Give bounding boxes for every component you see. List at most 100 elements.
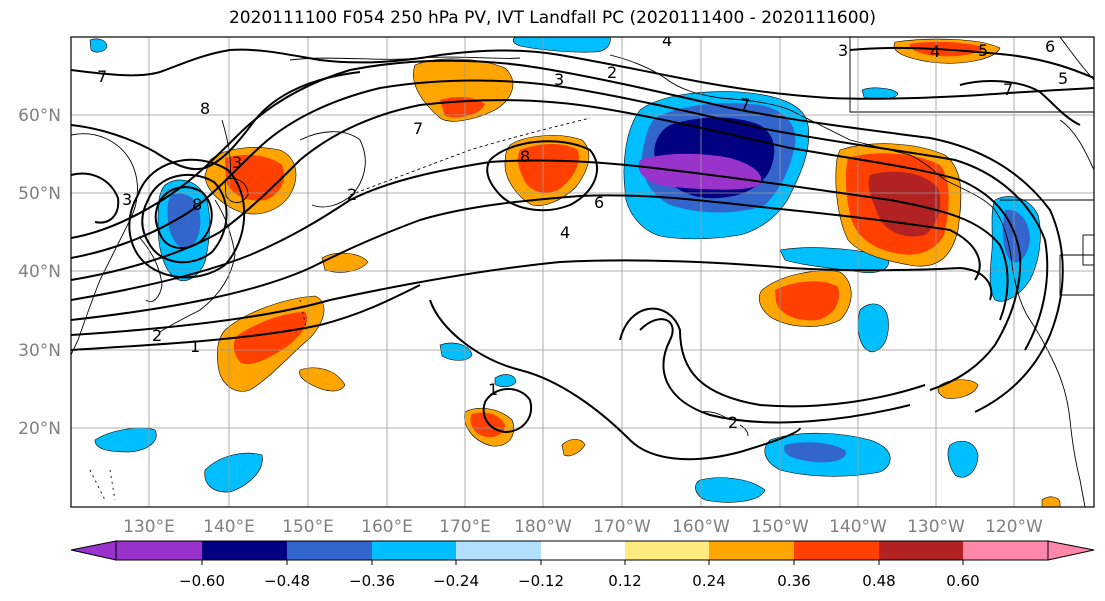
colorbar-tick-label: −0.48 xyxy=(264,572,310,590)
colorbar-swatch xyxy=(625,541,709,560)
colorbar-tick-label: 0.48 xyxy=(862,572,895,590)
pv-contour-subtropical-ring xyxy=(482,388,533,434)
lon-label: 140°W xyxy=(829,517,887,537)
colorbar-ticks xyxy=(201,560,964,565)
contour-label: 7 xyxy=(1003,80,1013,99)
positive-region-small-2 xyxy=(937,379,979,399)
pv-contour-8 xyxy=(71,71,361,171)
colorbar-tick-label: −0.24 xyxy=(433,572,479,590)
pv-contour-1-south xyxy=(71,284,421,351)
lat-label: 40°N xyxy=(18,262,61,282)
contour-label: 5 xyxy=(978,41,988,60)
colorbar-swatch xyxy=(372,541,456,560)
contour-label: 7 xyxy=(413,119,423,138)
colorbar-swatch xyxy=(456,541,541,560)
pv-contour-4 xyxy=(71,99,1022,391)
map-background xyxy=(71,37,1094,507)
pv-contour-6 xyxy=(71,59,1064,413)
colorbar-tick-label: 0.60 xyxy=(946,572,979,590)
negative-region-sw-1 xyxy=(94,427,157,453)
lon-label: 130°W xyxy=(907,517,965,537)
contour-label: 3 xyxy=(554,70,564,89)
negative-region-central-south xyxy=(439,342,473,361)
coastline-kamchatka xyxy=(299,131,366,208)
pv-contour-5 xyxy=(71,79,1049,351)
contour-label: 1 xyxy=(190,337,200,356)
lon-label: 160°W xyxy=(672,517,730,537)
contour-label: 5 xyxy=(1058,69,1068,88)
contour-label: 7 xyxy=(740,95,750,114)
lat-label: 60°N xyxy=(18,106,61,126)
coastline-alaska-west xyxy=(609,54,851,141)
positive-region-small-5 xyxy=(1041,496,1061,507)
colorbar-tick-label: 0.12 xyxy=(608,572,641,590)
colorbar-swatch xyxy=(541,541,625,560)
coastline-canada-west xyxy=(944,179,1086,507)
positive-region-small-1 xyxy=(321,252,369,273)
pv-contour-7 xyxy=(71,48,1094,100)
colorbar-swatch xyxy=(202,541,287,560)
coastline-pacific-islands xyxy=(89,299,307,501)
contour-label: 1 xyxy=(488,380,498,399)
positive-region-small-4 xyxy=(299,367,346,392)
contour-label: 3 xyxy=(838,41,848,60)
negative-region-central-south-2 xyxy=(494,374,517,388)
contour-label: 8 xyxy=(192,195,202,214)
colorbar-tick-label: −0.36 xyxy=(349,572,395,590)
lon-label: 120°W xyxy=(985,517,1043,537)
contour-label-group: 7 8 4 2 3 3 4 5 6 5 7 7 8 8 2 3 6 4 7 2 … xyxy=(97,37,1068,432)
contour-label: 2 xyxy=(347,185,357,204)
colorbar-swatch xyxy=(116,541,202,560)
negative-region-bering xyxy=(512,37,611,53)
lat-label: 30°N xyxy=(18,341,61,361)
pv-contour-3 xyxy=(71,159,1009,321)
lon-label: 140°E xyxy=(203,517,255,537)
pv-contour-dateline-ring xyxy=(486,140,599,212)
pv-contour-southern xyxy=(429,299,801,461)
contour-label: 2 xyxy=(152,326,162,345)
colorbar-extend-high xyxy=(1047,540,1095,561)
colorbar-tick-label: 0.36 xyxy=(777,572,810,590)
contour-label: 3 xyxy=(122,190,132,209)
lon-label: 130°E xyxy=(123,517,175,537)
map-title: 2020111100 F054 250 hPa PV, IVT Landfall… xyxy=(228,8,876,28)
lon-label: 180°W xyxy=(514,517,572,537)
colorbar: −0.60 −0.48 −0.36 −0.24 −0.12 0.12 0.24 … xyxy=(70,540,1095,590)
colorbar-tick-label: −0.12 xyxy=(518,572,564,590)
latitude-labels: 60°N 50°N 40°N 30°N 20°N xyxy=(18,106,61,439)
contour-label: 4 xyxy=(560,223,570,242)
lon-label: 170°E xyxy=(439,517,491,537)
contour-label: 7 xyxy=(97,67,107,86)
pv-contour-japan-ring-2 xyxy=(141,173,228,264)
negative-region-gulf-alaska-core xyxy=(638,153,762,190)
negative-region-japan-inner xyxy=(167,193,201,249)
longitude-labels: 130°E 140°E 150°E 160°E 170°E 180°W 170°… xyxy=(123,517,1043,537)
negative-region-hawaii-south xyxy=(695,477,766,503)
contour-label: 6 xyxy=(594,193,604,212)
lon-label: 150°E xyxy=(282,517,334,537)
contour-label: 8 xyxy=(200,99,210,118)
colorbar-swatch xyxy=(709,541,794,560)
contour-label: 6 xyxy=(1045,37,1055,56)
lon-label: 160°E xyxy=(361,517,413,537)
colorbar-extend-low xyxy=(70,540,117,561)
lat-label: 50°N xyxy=(18,184,61,204)
coastlines xyxy=(71,37,1094,507)
contour-label: 4 xyxy=(930,42,940,61)
negative-region-east-banding xyxy=(779,247,890,273)
positive-region-sw-inner xyxy=(233,312,308,365)
colorbar-tick-label: −0.60 xyxy=(179,572,225,590)
lon-label: 170°W xyxy=(593,517,651,537)
pv-contour-ne-arctic-2 xyxy=(959,79,1081,126)
negative-region-east-pacific xyxy=(857,303,889,353)
lon-label: 150°W xyxy=(751,517,809,537)
contour-label: 2 xyxy=(728,413,738,432)
negative-region-nw xyxy=(89,38,108,53)
positive-region-central-south-inner xyxy=(470,412,505,438)
pv-contours xyxy=(71,46,1094,461)
border-alaska-canada xyxy=(849,37,1094,113)
pv-contour-nw-corner xyxy=(71,172,120,224)
pv-contour-east-loop xyxy=(639,318,911,424)
colorbar-outline xyxy=(115,540,1049,561)
